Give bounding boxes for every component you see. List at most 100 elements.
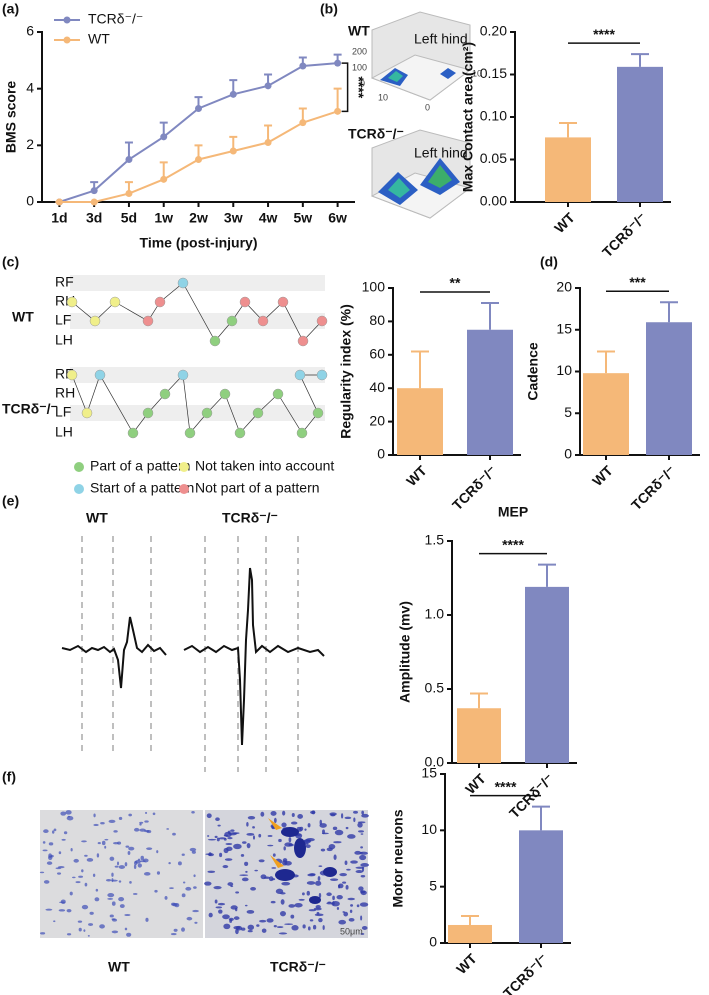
neuron: [294, 838, 306, 858]
group-label: TCRδ⁻/⁻: [348, 126, 404, 142]
cell: [156, 850, 159, 854]
cell: [223, 923, 231, 930]
y-tick-label: 20: [369, 412, 385, 428]
cell: [169, 887, 174, 890]
row-label: LH: [55, 424, 73, 440]
gait-dot: [226, 315, 238, 327]
cell: [281, 822, 287, 828]
error-bar: [481, 302, 499, 330]
cell: [173, 928, 178, 932]
cell: [111, 878, 114, 883]
point: [125, 156, 133, 163]
cell: [259, 919, 267, 923]
x-tick-label: TCRδ⁻/⁻: [449, 462, 500, 513]
bar: [467, 329, 513, 455]
cell: [96, 853, 100, 858]
cell: [170, 932, 177, 936]
cell: [321, 832, 329, 835]
x-tick-label: WT: [462, 770, 489, 797]
y-axis-title: Max Contact area(cm²): [460, 42, 476, 192]
cell: [360, 833, 364, 835]
arrow: [268, 818, 284, 868]
cell: [360, 875, 366, 878]
cells: [39, 810, 369, 937]
y-axis-title: BMS score: [3, 81, 19, 154]
axis-label: 10: [378, 92, 388, 102]
cell: [256, 924, 260, 927]
cell: [81, 840, 87, 843]
legend-text: Start of a pattern: [90, 480, 194, 496]
row-band: [70, 367, 325, 383]
cell: [342, 911, 346, 913]
cell: [305, 844, 311, 848]
significance: ****: [593, 26, 615, 42]
cell: [208, 852, 212, 857]
cell: [230, 829, 235, 832]
cell: [349, 909, 353, 914]
plot-3d: [370, 129, 472, 219]
cell: [95, 888, 99, 892]
gait-dot: [177, 369, 189, 381]
error-bar: [470, 692, 488, 709]
cell: [356, 904, 360, 908]
gait-dot: [219, 388, 231, 400]
gait-dot: [272, 388, 284, 400]
cell: [60, 811, 67, 816]
cell: [118, 865, 126, 869]
error-bar: [461, 914, 479, 925]
cell: [303, 839, 312, 843]
cell: [258, 833, 262, 838]
cell: [154, 889, 158, 893]
cell: [181, 853, 185, 856]
cell: [81, 869, 84, 873]
significance: ***: [629, 274, 646, 290]
neuron: [281, 827, 299, 837]
gait-dot: [177, 277, 189, 289]
cell: [227, 837, 233, 840]
cell: [306, 881, 316, 885]
cell: [133, 893, 138, 895]
point: [229, 147, 237, 155]
cell: [361, 810, 364, 815]
significance: **: [450, 275, 461, 291]
cell: [181, 893, 186, 898]
bar: [457, 708, 501, 763]
cell: [278, 838, 282, 843]
cell: [250, 887, 256, 891]
cell: [224, 858, 233, 861]
cell: [326, 847, 333, 852]
cell: [332, 826, 338, 831]
cell: [290, 821, 298, 825]
cell: [128, 846, 135, 851]
cell: [43, 829, 49, 833]
cell: [225, 842, 233, 846]
y-tick-label: 0.05: [480, 150, 507, 166]
row-band: [70, 313, 325, 329]
cell: [318, 865, 323, 867]
cell: [306, 890, 310, 896]
y-tick-label: 6: [26, 23, 34, 39]
emg-trace: [183, 567, 325, 746]
cell: [320, 848, 326, 852]
x-tick-label: 6w: [328, 210, 347, 226]
gait-dot: [252, 407, 264, 419]
gait-dot: [234, 427, 246, 439]
significance: ****: [351, 76, 367, 98]
cell: [343, 911, 349, 917]
cell: [222, 865, 229, 869]
cell: [40, 932, 46, 935]
cell: [338, 919, 347, 925]
gait-dot: [66, 296, 78, 308]
cell: [105, 879, 112, 882]
x-tick-label: WT: [403, 462, 430, 489]
cell: [319, 819, 322, 825]
cell: [109, 914, 114, 918]
group-label: WT: [348, 23, 370, 39]
y-tick-label: 0: [26, 193, 34, 209]
cell: [247, 924, 255, 931]
legend-text: Not taken into account: [195, 458, 334, 474]
cell: [322, 925, 325, 930]
cell: [177, 861, 182, 866]
cell: [42, 849, 48, 852]
x-tick-label: WT: [589, 462, 616, 489]
